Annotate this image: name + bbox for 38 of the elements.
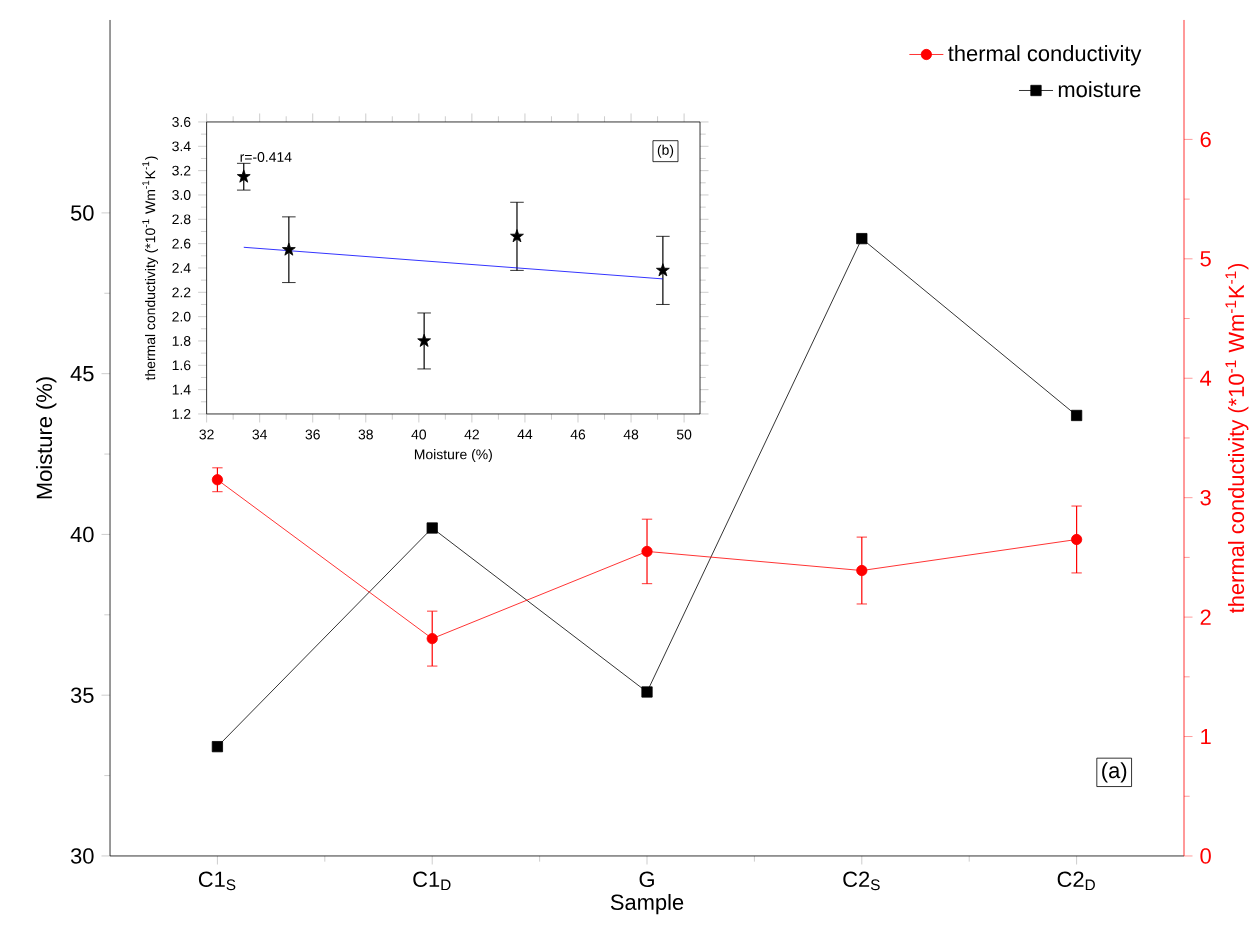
y2-tick-label: 3	[1200, 489, 1211, 506]
y2-tick-label: 1	[1201, 729, 1211, 745]
legend-label: thermal conductivity	[948, 45, 1142, 66]
point	[856, 564, 868, 577]
point	[236, 169, 251, 183]
point	[1071, 409, 1083, 422]
y2-tick-label: 6	[1200, 131, 1211, 148]
y-tick-label: 45	[70, 366, 94, 382]
y-tick-label: 35	[70, 687, 94, 703]
annotation: (a)	[1102, 762, 1127, 783]
point	[510, 229, 524, 243]
y-tick-label: 30	[70, 848, 94, 864]
x-tick-label: C2$_{S}$	[843, 871, 880, 891]
y2-tick-label: 4	[1200, 370, 1212, 386]
point	[282, 242, 296, 256]
y2-tick-label: 2	[1200, 609, 1211, 625]
y2-tick-label: 0	[1200, 848, 1211, 864]
x-axis-title: Sample	[610, 893, 684, 915]
point	[211, 474, 223, 486]
x-tick-label: C2$_{D}$	[1057, 871, 1095, 891]
point	[1071, 533, 1083, 546]
point	[856, 233, 868, 245]
point	[641, 545, 653, 558]
y-axis-title: Moisture (%)	[36, 377, 57, 499]
point	[426, 633, 438, 645]
point	[211, 741, 223, 753]
point	[641, 686, 653, 698]
point	[656, 263, 670, 277]
y2-axis-title: thermal conductivity (*10$^{-1}$ Wm$^{-1}$K$^{-1}$)	[1225, 263, 1249, 614]
y-tick-label: 40	[70, 526, 94, 543]
legend-label: moisture	[1058, 81, 1141, 98]
y-tick-label: 50	[70, 205, 94, 221]
y2-tick-label: 5	[1200, 251, 1211, 267]
x-tick-label: C1$_{S}$	[198, 871, 236, 891]
point	[426, 522, 438, 534]
x-tick-label: C1$_{D}$	[413, 871, 451, 891]
x-tick-label: G	[639, 871, 654, 888]
point	[417, 333, 431, 347]
